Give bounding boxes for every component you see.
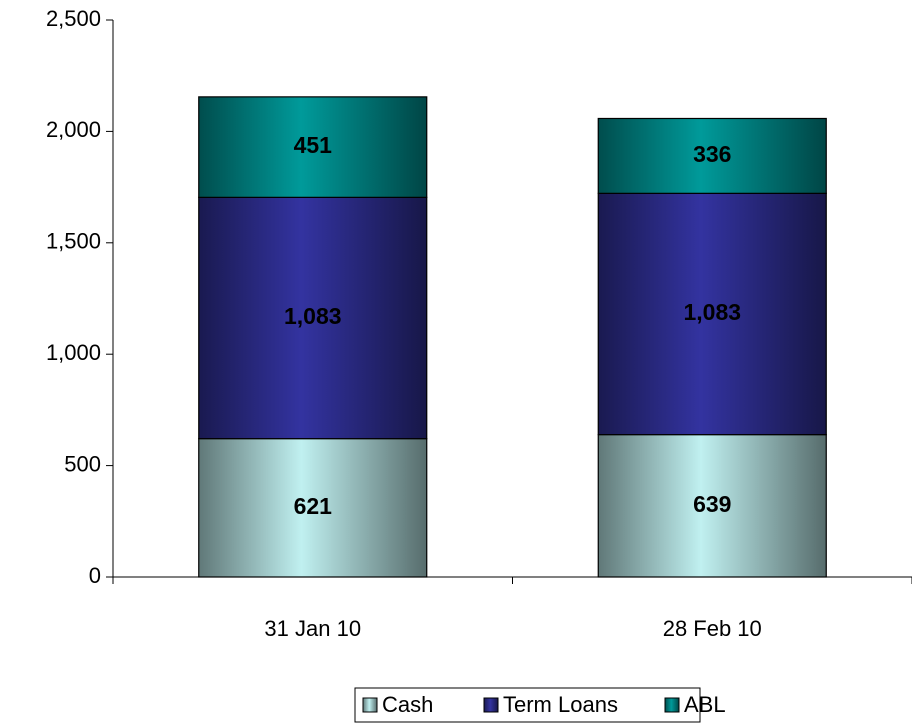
legend xyxy=(354,687,701,723)
data-label: 336 xyxy=(693,141,731,167)
y-tick-label: 0 xyxy=(89,563,101,588)
y-tick-label: 2,000 xyxy=(46,117,101,142)
bar-shade xyxy=(198,438,428,578)
y-tick-label: 1,000 xyxy=(46,340,101,365)
data-label: 1,083 xyxy=(284,303,342,329)
legend-label: ABL xyxy=(684,692,726,717)
data-label: 1,083 xyxy=(683,299,741,325)
data-label: 639 xyxy=(693,491,731,517)
bar-shade xyxy=(198,96,428,198)
data-label: 451 xyxy=(294,132,333,158)
legend-label: Cash xyxy=(382,692,433,717)
x-tick-label: 28 Feb 10 xyxy=(663,616,762,641)
legend-swatch-shade xyxy=(483,697,499,713)
legend-label: Term Loans xyxy=(503,692,618,717)
bar-shade xyxy=(597,434,827,578)
legend-swatch-shade xyxy=(664,697,680,713)
y-tick-label: 1,500 xyxy=(46,229,101,254)
data-label: 621 xyxy=(294,493,333,519)
x-tick-label: 31 Jan 10 xyxy=(264,616,361,641)
y-tick-label: 500 xyxy=(64,451,101,476)
bar-shade xyxy=(597,117,827,194)
y-tick-label: 2,500 xyxy=(46,6,101,31)
bar-shade xyxy=(198,196,428,440)
legend-swatch-shade xyxy=(362,697,378,713)
